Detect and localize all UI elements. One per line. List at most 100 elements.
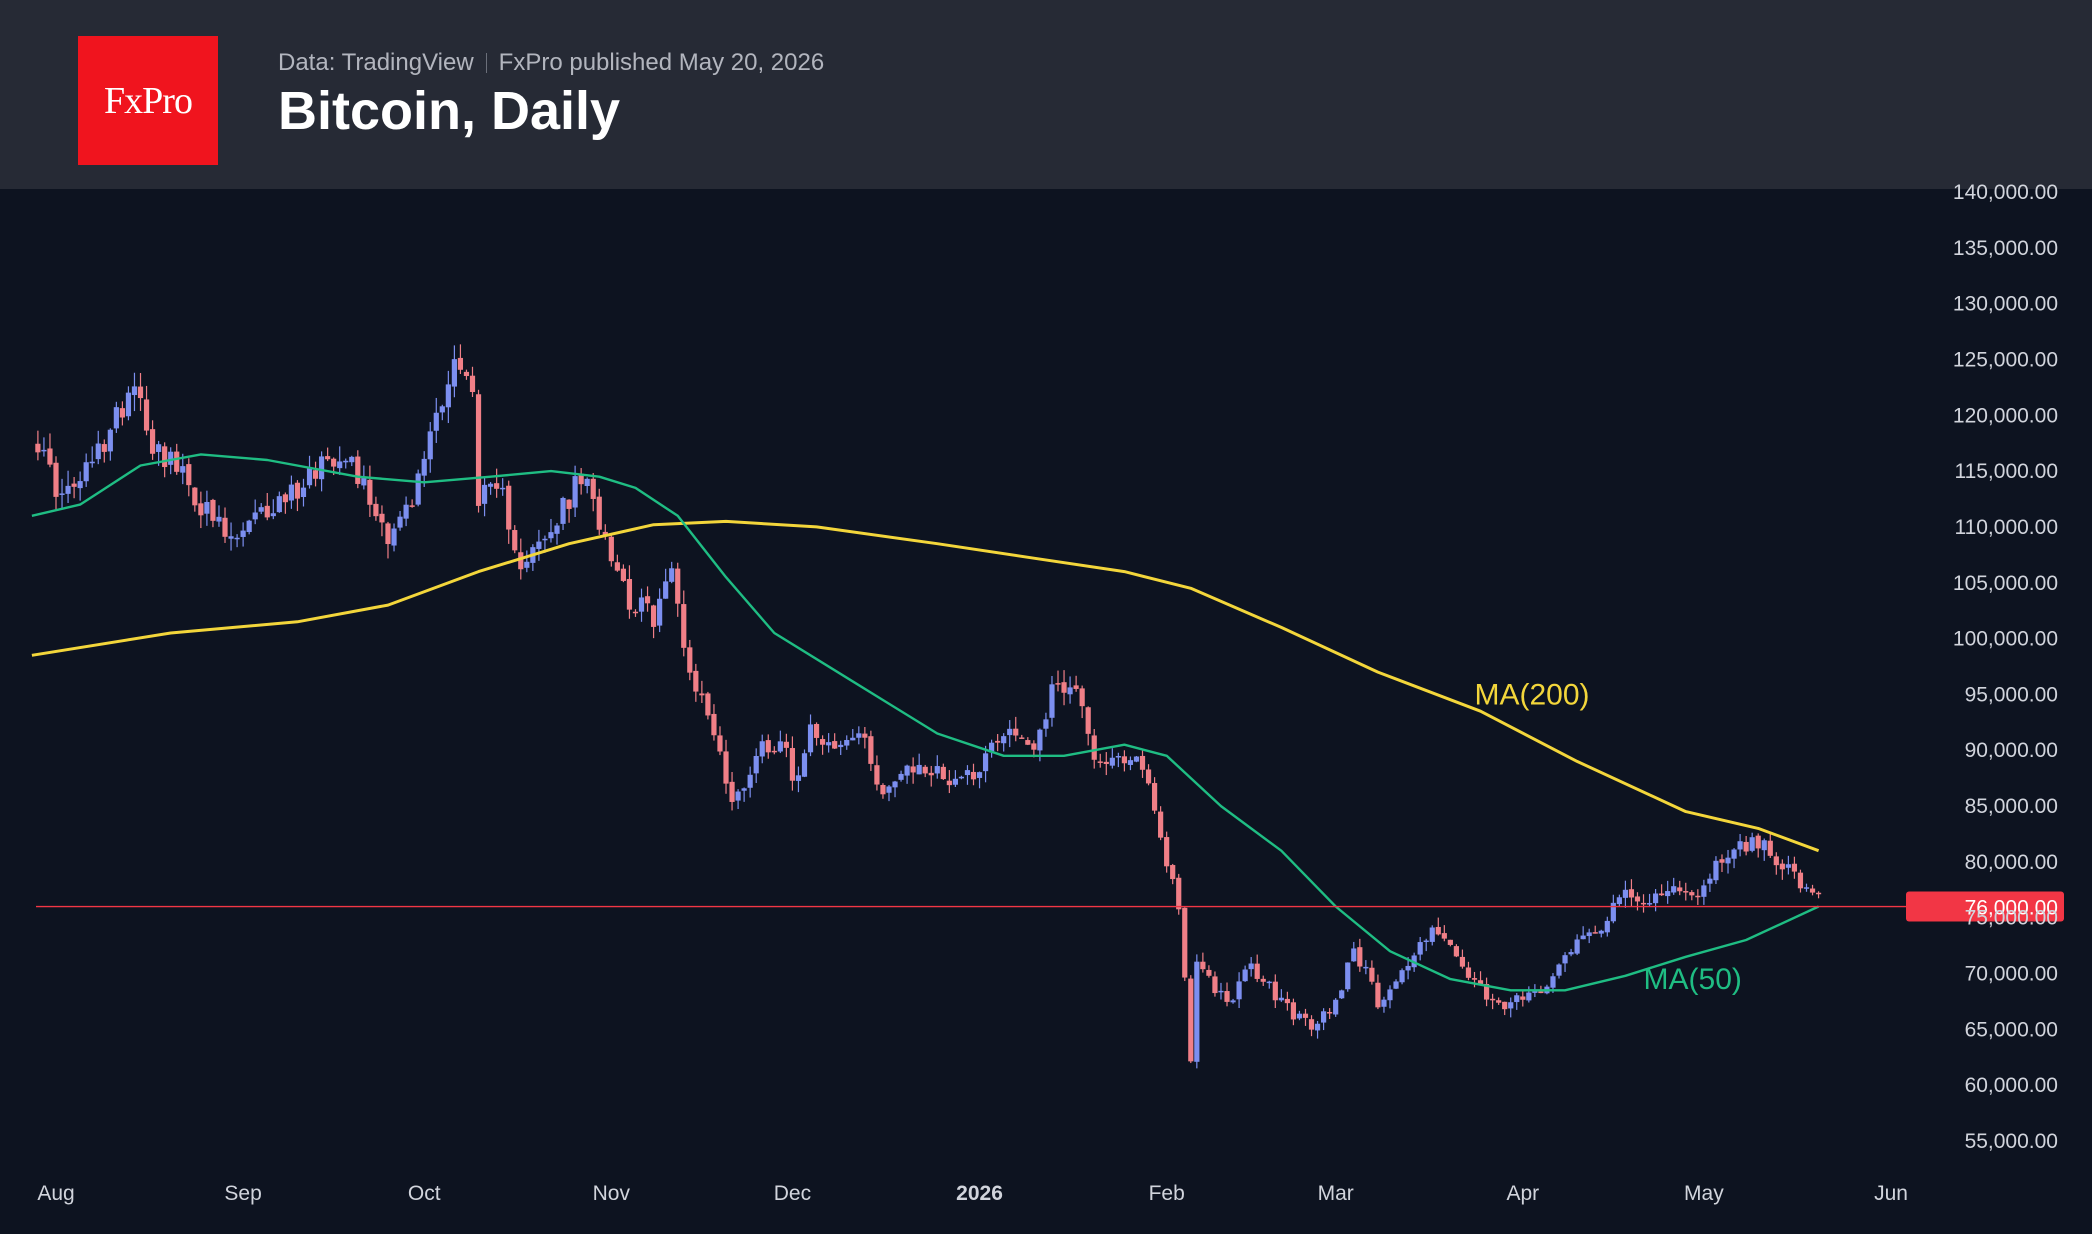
candle: [1508, 997, 1514, 1018]
candle: [403, 496, 409, 527]
candle: [1001, 733, 1007, 752]
header-bar: FxPro Data: TradingView FxPro published M…: [0, 0, 2092, 189]
candle: [1327, 1008, 1333, 1019]
candle: [198, 491, 204, 529]
ma-annotation-label: MA(50): [1644, 963, 1742, 996]
candle: [554, 522, 560, 545]
ma-annotations: MA(200) MA(50): [1475, 678, 1742, 996]
candle: [795, 766, 802, 793]
candle: [1248, 957, 1254, 977]
candle: [1465, 961, 1472, 981]
candle: [469, 366, 476, 398]
x-tick-label: Apr: [1506, 1182, 1539, 1205]
candle: [65, 470, 71, 504]
y-tick-label: 70,000.00: [1965, 963, 2058, 986]
x-tick-label: 2026: [956, 1182, 1003, 1205]
candle: [729, 772, 735, 811]
candle: [71, 477, 77, 499]
candle: [1218, 982, 1224, 1000]
candle: [451, 345, 457, 398]
candle: [759, 734, 765, 764]
candle: [844, 735, 850, 750]
candle: [1351, 941, 1357, 962]
candle: [1260, 975, 1266, 986]
candle: [1236, 972, 1242, 1009]
candle: [1441, 925, 1447, 942]
candle: [602, 524, 608, 540]
y-tick-label: 120,000.00: [1953, 404, 2058, 427]
candle: [1109, 748, 1115, 769]
x-tick-label: Jun: [1874, 1182, 1908, 1205]
candle: [1483, 977, 1490, 1007]
candle: [1447, 939, 1453, 947]
x-tick-label: Aug: [37, 1182, 74, 1205]
candle: [373, 496, 379, 521]
candle: [1339, 989, 1345, 1000]
candle: [1520, 991, 1526, 1007]
candle: [1369, 960, 1375, 985]
candle: [216, 505, 222, 527]
candle: [288, 475, 295, 509]
candle: [1646, 893, 1653, 907]
candle: [1296, 1010, 1303, 1021]
candle: [337, 446, 343, 475]
candle: [252, 499, 258, 525]
candle: [910, 757, 916, 784]
candle: [1399, 968, 1405, 985]
candle: [1526, 986, 1532, 1003]
x-tick-label: May: [1684, 1182, 1724, 1205]
ma200-line: [31, 519, 1820, 853]
candle: [976, 771, 983, 789]
candle: [1393, 979, 1399, 990]
candle: [1200, 952, 1206, 973]
candle: [488, 482, 494, 495]
candle: [41, 437, 47, 457]
y-tick-label: 90,000.00: [1965, 739, 2058, 762]
candle: [343, 458, 349, 469]
candle: [964, 765, 971, 785]
source-separator: [485, 53, 487, 73]
candle: [566, 499, 572, 523]
candle: [1254, 954, 1260, 983]
candle: [693, 663, 699, 702]
candle: [1677, 880, 1683, 896]
candle: [1121, 750, 1128, 772]
candle: [222, 507, 228, 543]
candle: [560, 496, 566, 530]
candle: [264, 493, 270, 521]
candle: [669, 561, 675, 584]
candle: [813, 722, 820, 746]
candle: [1007, 720, 1013, 748]
candle: [1580, 926, 1586, 940]
candle: [1773, 852, 1779, 875]
candle: [771, 746, 777, 755]
candle: [868, 730, 874, 771]
candle: [391, 523, 397, 552]
candle: [494, 468, 500, 498]
candle: [367, 465, 373, 517]
candle: [705, 691, 711, 720]
candle: [838, 740, 844, 755]
candle: [747, 766, 753, 798]
candle: [916, 753, 922, 775]
ma50-line: [31, 453, 1820, 992]
y-tick-label: 55,000.00: [1965, 1130, 2058, 1153]
candle: [832, 733, 838, 749]
candle: [1055, 670, 1061, 692]
candle: [1616, 894, 1622, 907]
candle: [1387, 985, 1393, 1009]
candle: [1103, 752, 1109, 776]
candle: [1278, 989, 1284, 1002]
candle: [626, 565, 633, 619]
candle: [675, 562, 681, 617]
y-tick-label: 105,000.00: [1953, 572, 2058, 595]
candle: [1622, 880, 1629, 908]
candle: [886, 785, 892, 802]
candle: [530, 544, 536, 571]
candle: [1206, 965, 1212, 978]
candle: [1809, 884, 1816, 896]
candle: [1097, 753, 1103, 768]
candle: [234, 534, 240, 548]
candle: [989, 739, 995, 758]
